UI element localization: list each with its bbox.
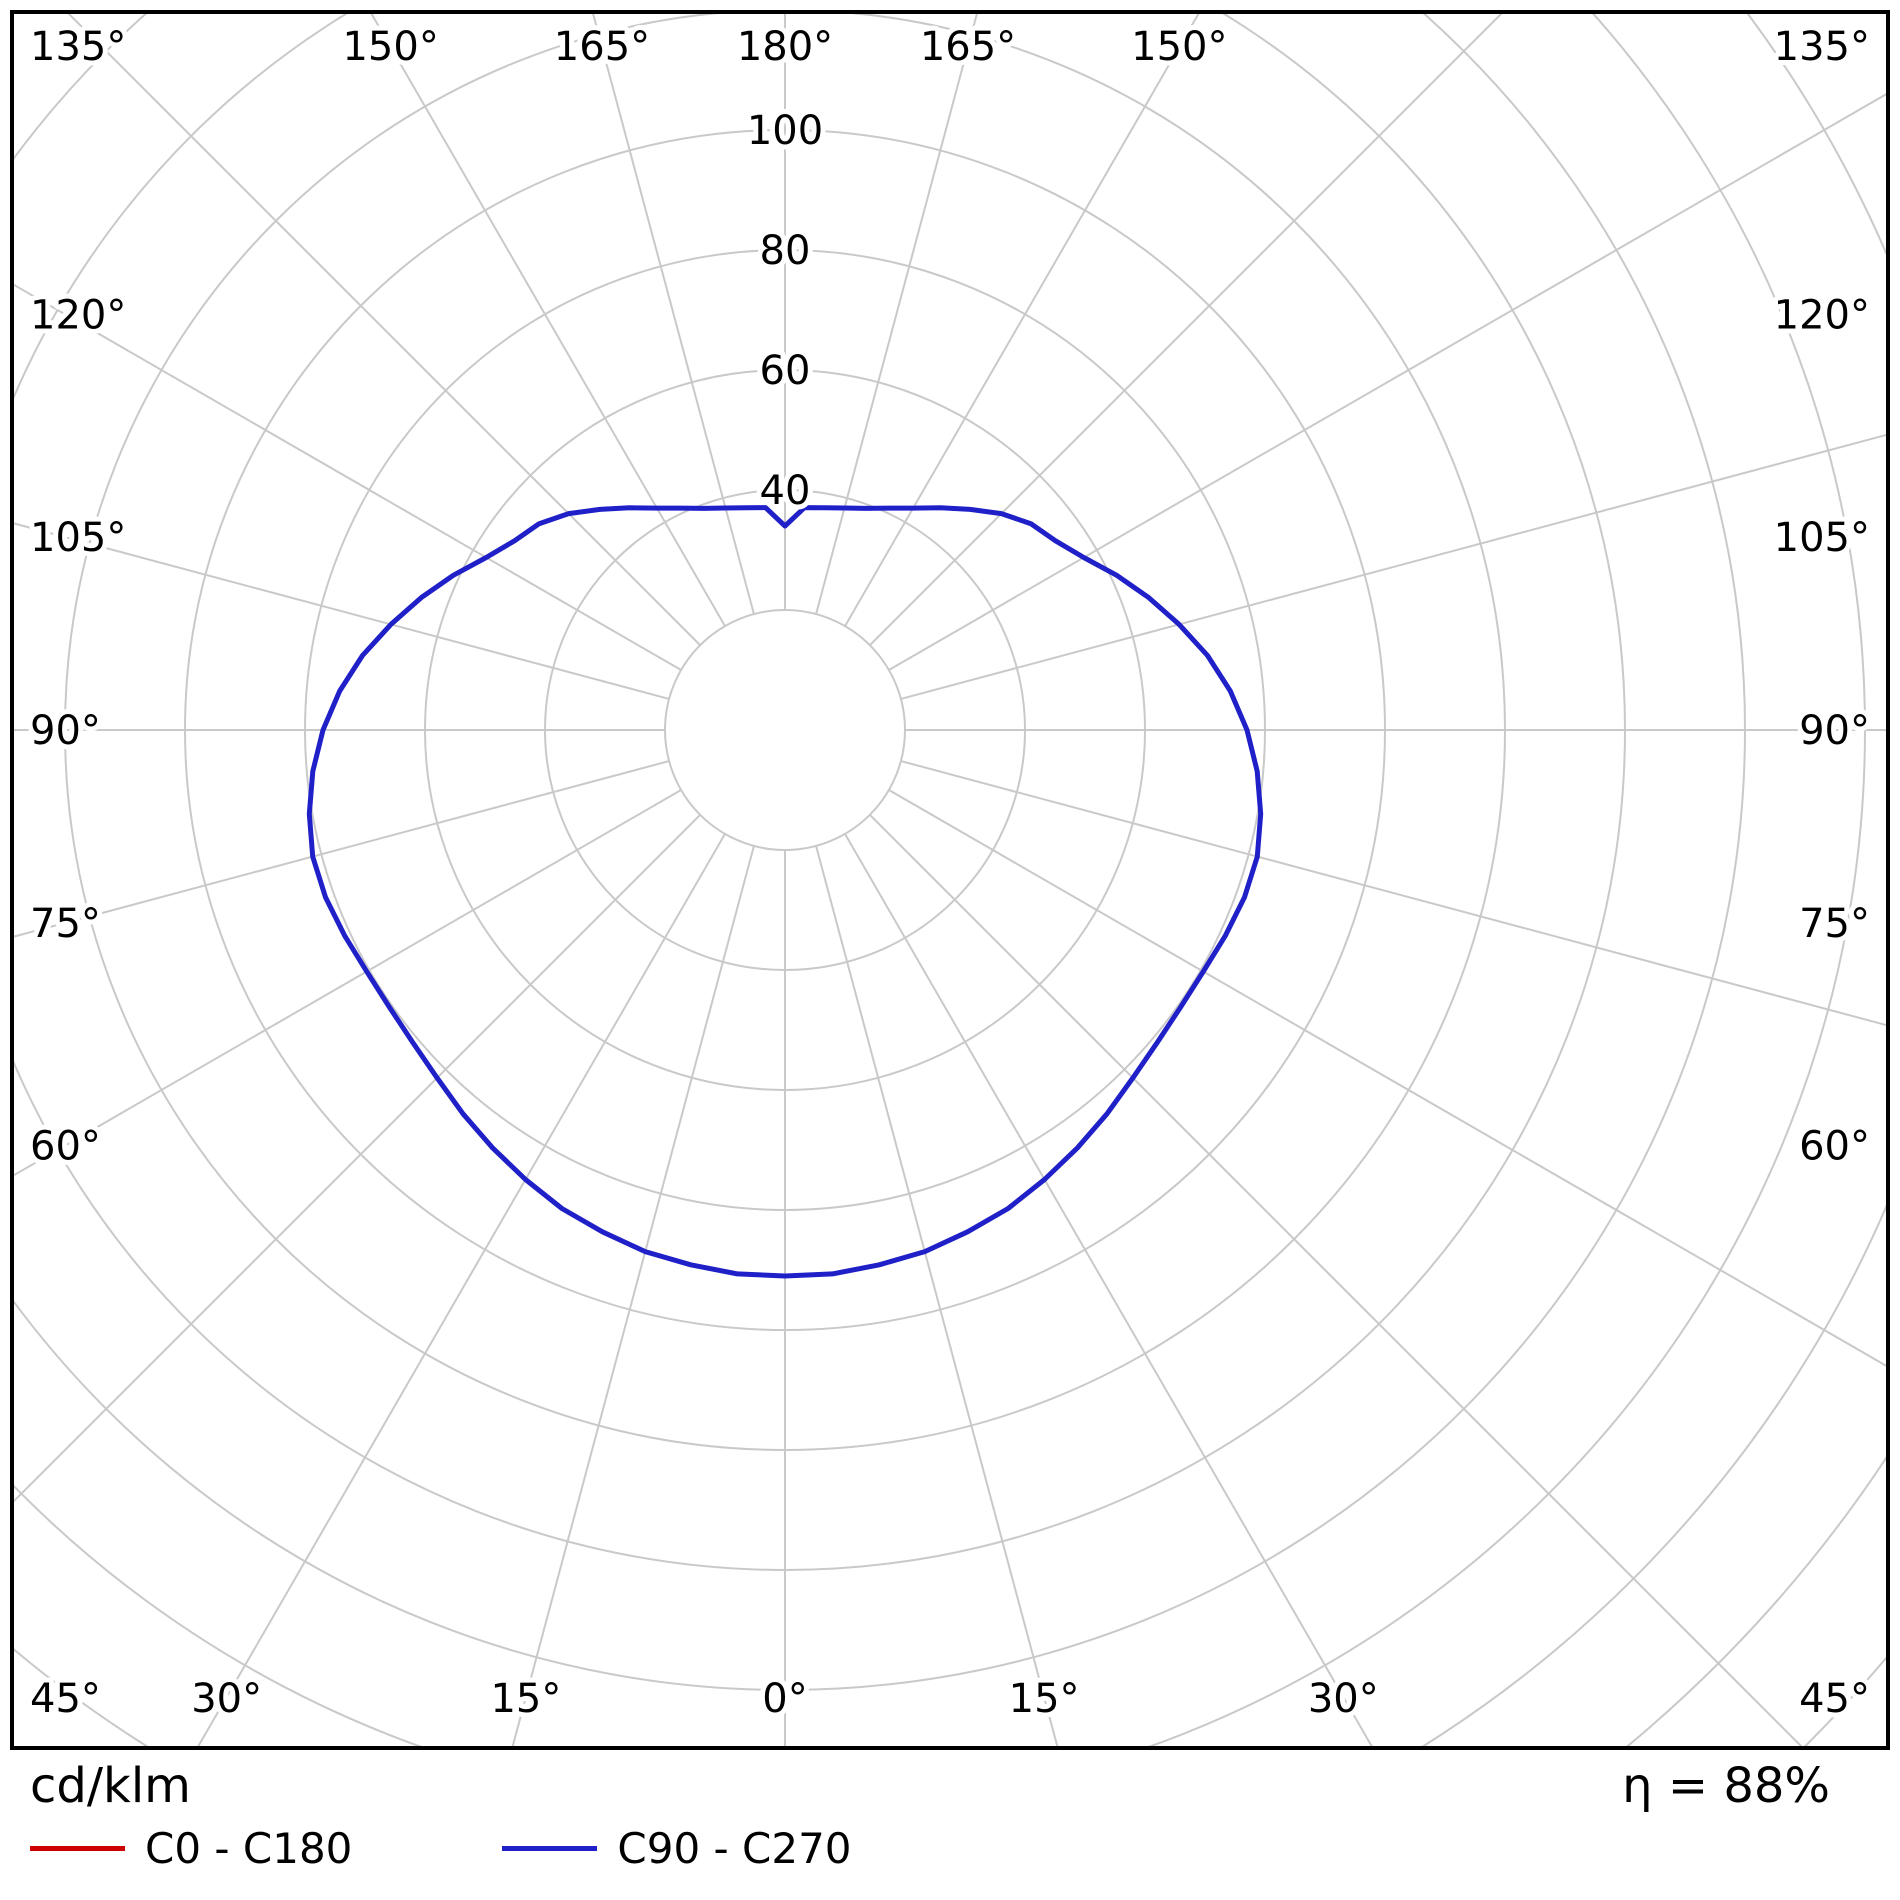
angle-tick-label: 90° xyxy=(30,708,101,754)
radial-tick-label: 80 xyxy=(760,228,811,274)
angle-tick-label: 45° xyxy=(30,1676,101,1722)
grid-spoke xyxy=(815,845,1059,1746)
axis-labels: 40 60 80 100 0° 15° 15° 30° 30° 45° 45° 60° 60° 75° 75… xyxy=(25,19,1875,1727)
grid-spoke xyxy=(14,522,670,700)
c90-line-swatch xyxy=(502,1846,598,1851)
angle-tick-label: 105° xyxy=(30,515,126,561)
c0-line-swatch xyxy=(30,1846,125,1851)
grid-ring xyxy=(664,609,906,851)
grid-spoke xyxy=(869,814,1803,1746)
grid-spoke xyxy=(869,14,1503,646)
angle-tick-label: 90° xyxy=(1799,708,1870,754)
grid-spoke xyxy=(888,93,1886,671)
angle-tick-label: 165° xyxy=(554,24,650,70)
grid-ring xyxy=(1625,1455,1886,1746)
grid-spoke xyxy=(592,14,755,615)
grid-spoke xyxy=(815,14,978,615)
chart-footer: cd/klm η = 88% C0 - C180 C90 - C270 xyxy=(0,1752,1900,1900)
radial-tick-label: 40 xyxy=(760,468,811,514)
grid-ring xyxy=(0,0,1900,1760)
angle-tick-label: 75° xyxy=(30,901,101,947)
angle-tick-label: 150° xyxy=(342,24,438,70)
grid-spoke xyxy=(14,283,682,671)
curve-c90-c270 xyxy=(306,505,1264,1279)
efficiency-label: η = 88% xyxy=(1622,1758,1830,1814)
grid-spoke xyxy=(14,789,682,1177)
legend-label-c90: C90 - C270 xyxy=(617,1824,852,1873)
angle-tick-label: 60° xyxy=(30,1124,101,1170)
angle-tick-label: 135° xyxy=(1774,24,1870,70)
grid-ring xyxy=(14,14,1746,1691)
angle-tick-label: 30° xyxy=(1308,1676,1379,1722)
polar-grid xyxy=(0,0,1900,1760)
angle-tick-label: 60° xyxy=(1799,1124,1870,1170)
grid-spoke xyxy=(511,845,755,1746)
angle-tick-label: 180° xyxy=(737,24,833,70)
unit-label: cd/klm xyxy=(30,1758,191,1814)
angle-tick-label: 15° xyxy=(490,1676,561,1722)
angle-tick-label: 15° xyxy=(1009,1676,1080,1722)
grid-spoke xyxy=(67,14,701,646)
radial-tick-label: 60 xyxy=(760,348,811,394)
grid-ring xyxy=(14,14,1886,1746)
grid-spoke xyxy=(900,433,1886,700)
angle-tick-label: 0° xyxy=(762,1676,807,1722)
grid-spoke xyxy=(900,760,1886,1027)
footer-top-row: cd/klm η = 88% xyxy=(0,1752,1900,1814)
angle-tick-label: 75° xyxy=(1799,901,1870,947)
grid-ring xyxy=(14,14,1866,1746)
grid-ring xyxy=(1803,1656,1886,1746)
angle-tick-label: 135° xyxy=(30,24,126,70)
grid-spoke xyxy=(844,14,1200,627)
radial-tick-label: 100 xyxy=(747,108,823,154)
angle-tick-label: 45° xyxy=(1799,1676,1870,1722)
grid-spoke xyxy=(370,14,726,627)
angle-tick-label: 150° xyxy=(1131,24,1227,70)
legend-entry-c0: C0 - C180 xyxy=(30,1824,352,1873)
grid-spoke xyxy=(844,833,1373,1746)
angle-tick-label: 105° xyxy=(1774,515,1870,561)
legend: C0 - C180 C90 - C270 xyxy=(0,1824,1900,1873)
legend-label-c0: C0 - C180 xyxy=(145,1824,353,1873)
angle-tick-label: 120° xyxy=(30,292,126,338)
grid-spoke xyxy=(888,789,1886,1367)
angle-tick-label: 165° xyxy=(920,24,1016,70)
angle-tick-label: 30° xyxy=(191,1676,262,1722)
grid-spoke xyxy=(197,833,726,1746)
polar-chart: 40 60 80 100 0° 15° 15° 30° 30° 45° 45° 60° 60° 75° 75… xyxy=(0,0,1900,1760)
chart-frame xyxy=(10,10,1890,1750)
chart-area xyxy=(0,0,1900,1760)
angle-tick-label: 120° xyxy=(1774,292,1870,338)
legend-entry-c90: C90 - C270 xyxy=(502,1824,852,1873)
grid-ring xyxy=(14,14,1626,1571)
grid-spoke xyxy=(14,760,670,938)
grid-spoke xyxy=(14,814,701,1503)
